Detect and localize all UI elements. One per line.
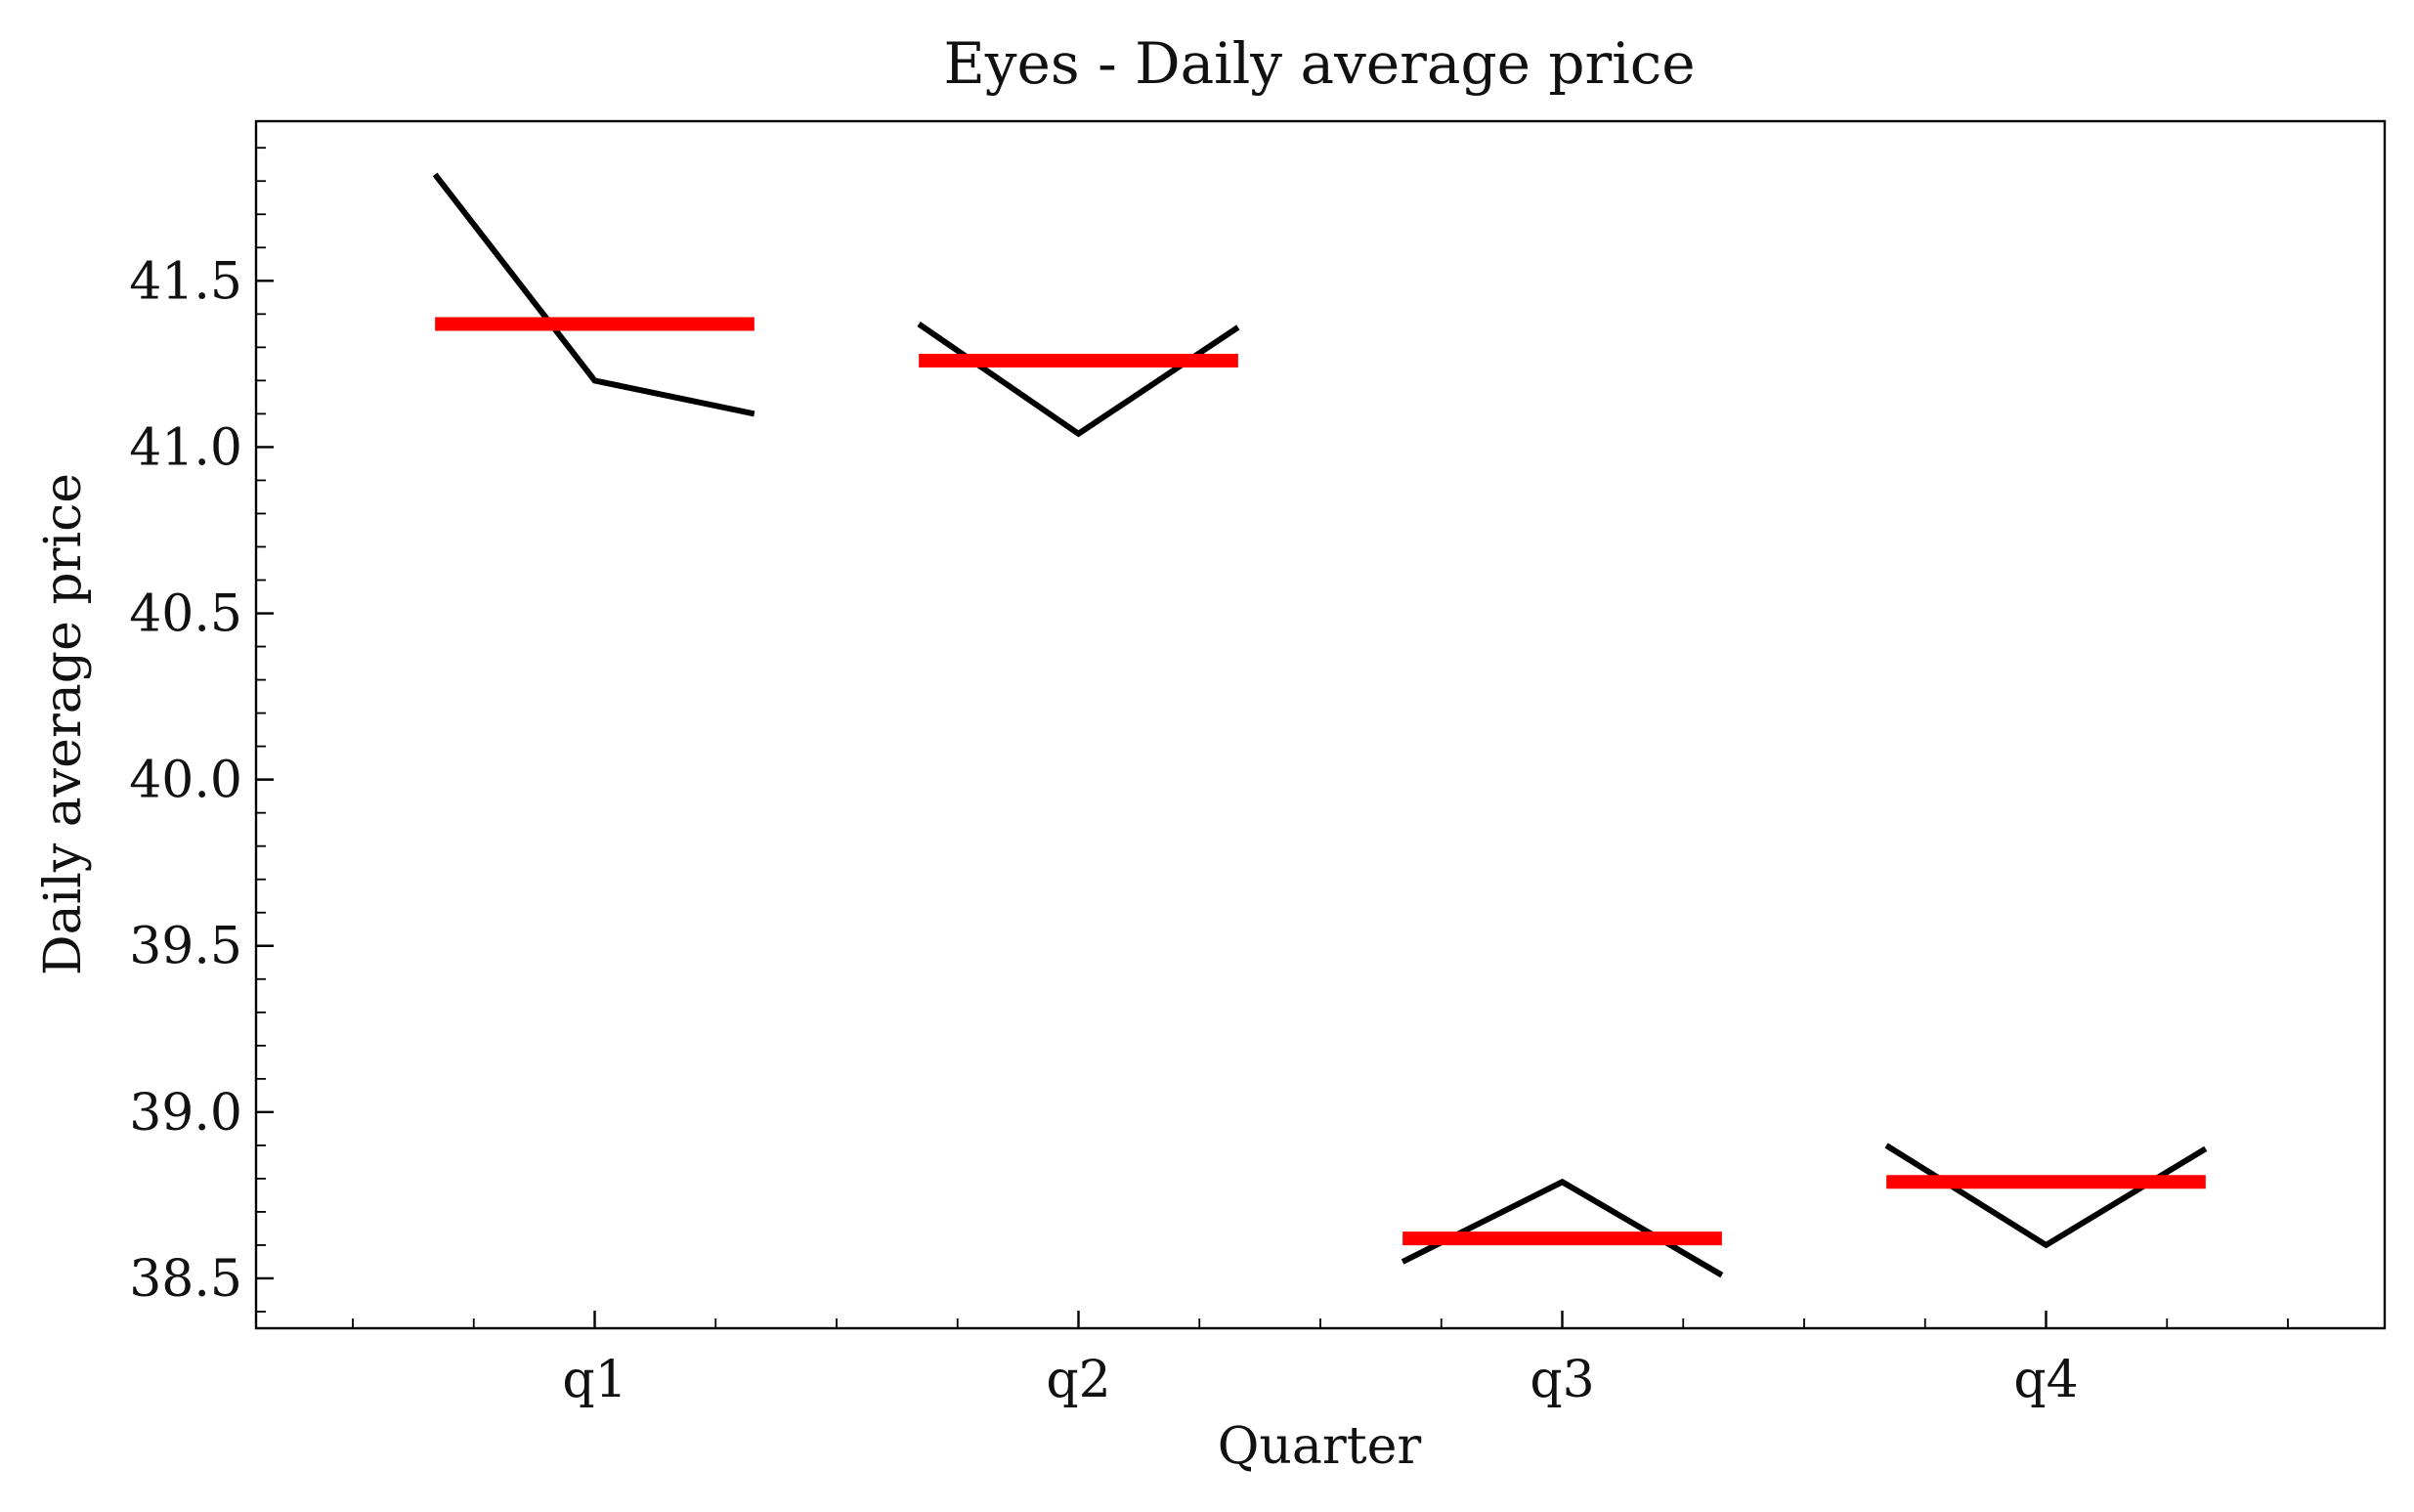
y-tick-label: 41.5 [129,252,242,311]
plot-area [432,172,2208,1278]
x-axis-label: Quarter [1218,1417,1422,1476]
x-tick-label: q4 [2013,1351,2078,1409]
y-tick-label: 39.0 [129,1084,242,1143]
x-tick-label: q3 [1530,1351,1594,1409]
price-line-q1 [432,172,755,417]
y-axis-label: Daily average price [34,473,93,975]
y-tick-label: 39.5 [129,918,242,976]
y-tick-label: 41.0 [129,418,242,477]
x-tick-label: q2 [1046,1351,1110,1409]
y-tick-label: 40.0 [129,752,242,810]
y-tick-label: 38.5 [129,1250,242,1309]
chart-title: Eyes - Daily average price [943,30,1695,97]
axis-ticks: 38.5 39.0 39.5 40.0 40.5 41.0 41.5 q1 q2 q3 q4 [129,147,2289,1409]
y-tick-label: 40.5 [129,585,242,644]
x-tick-label: q1 [562,1351,626,1409]
